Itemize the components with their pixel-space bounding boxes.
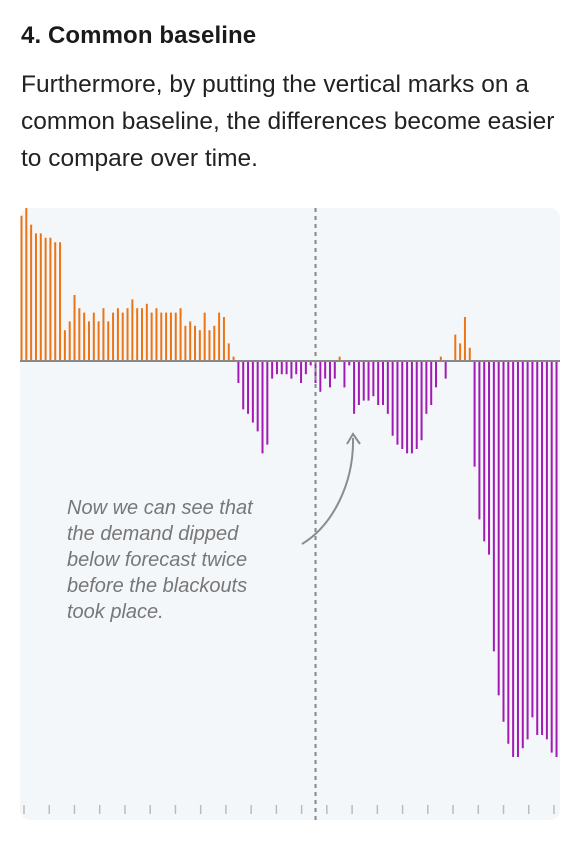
x-axis-ticks [23, 805, 555, 814]
bars [20, 208, 558, 757]
annotation-line: Now we can see that [67, 497, 254, 519]
annotation-line: below forecast twice [67, 549, 247, 571]
section-title: 4. Common baseline [21, 22, 257, 49]
annotation-arrowhead [346, 432, 361, 445]
common-baseline-chart: Now we can see that the demand dipped be… [20, 208, 560, 820]
annotation-arrow [301, 437, 355, 545]
annotation-line: took place. [67, 601, 164, 623]
section-text: Furthermore, by putting the vertical mar… [21, 71, 555, 172]
annotation-line: before the blackouts [67, 575, 247, 597]
annotation-line: the demand dipped [67, 523, 239, 545]
annotation-text: Now we can see that the demand dipped be… [67, 497, 258, 623]
